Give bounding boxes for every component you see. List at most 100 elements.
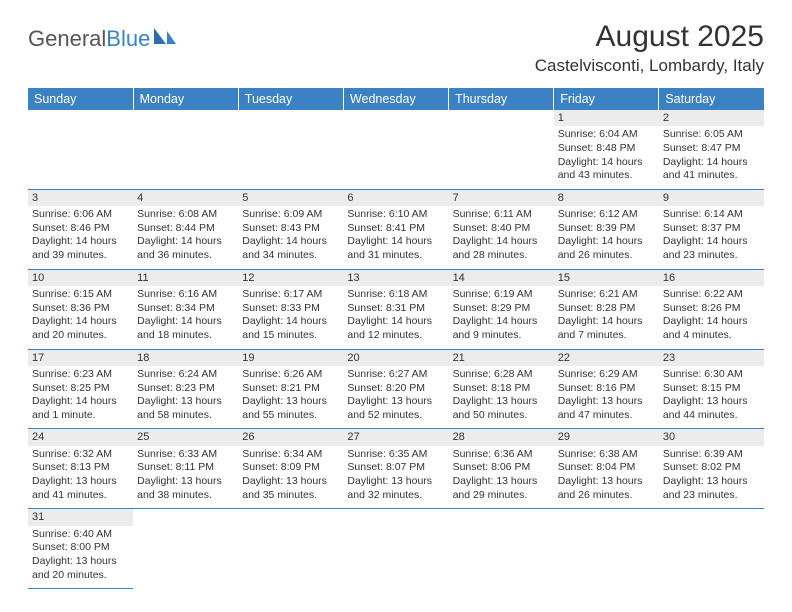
sunrise-text: Sunrise: 6:36 AM bbox=[453, 448, 550, 462]
daylight-text-2: and 18 minutes. bbox=[137, 329, 234, 343]
day-number-cell bbox=[238, 509, 343, 526]
day-detail-cell: Sunrise: 6:05 AMSunset: 8:47 PMDaylight:… bbox=[659, 126, 764, 189]
day-number-cell: 12 bbox=[238, 269, 343, 286]
day-number-cell bbox=[449, 509, 554, 526]
day-detail-cell: Sunrise: 6:35 AMSunset: 8:07 PMDaylight:… bbox=[343, 446, 448, 509]
daylight-text-1: Daylight: 13 hours bbox=[558, 475, 655, 489]
daylight-text-1: Daylight: 14 hours bbox=[32, 315, 129, 329]
day-detail-cell bbox=[343, 526, 448, 589]
day-number-cell: 6 bbox=[343, 189, 448, 206]
sunrise-text: Sunrise: 6:24 AM bbox=[137, 368, 234, 382]
daylight-text-2: and 44 minutes. bbox=[663, 409, 760, 423]
day-number-cell bbox=[449, 110, 554, 126]
sunrise-text: Sunrise: 6:27 AM bbox=[347, 368, 444, 382]
sunrise-text: Sunrise: 6:12 AM bbox=[558, 208, 655, 222]
daynum-row: 24252627282930 bbox=[28, 429, 764, 446]
day-number-cell: 25 bbox=[133, 429, 238, 446]
sunrise-text: Sunrise: 6:32 AM bbox=[32, 448, 129, 462]
sunrise-text: Sunrise: 6:15 AM bbox=[32, 288, 129, 302]
sunset-text: Sunset: 8:11 PM bbox=[137, 461, 234, 475]
day-number-cell: 8 bbox=[554, 189, 659, 206]
daylight-text-2: and 31 minutes. bbox=[347, 249, 444, 263]
day-detail-cell bbox=[133, 126, 238, 189]
month-title: August 2025 bbox=[535, 20, 764, 54]
sunrise-text: Sunrise: 6:16 AM bbox=[137, 288, 234, 302]
day-number-cell: 3 bbox=[28, 189, 133, 206]
sunrise-text: Sunrise: 6:19 AM bbox=[453, 288, 550, 302]
sunrise-text: Sunrise: 6:10 AM bbox=[347, 208, 444, 222]
daylight-text-2: and 41 minutes. bbox=[663, 169, 760, 183]
day-number-cell bbox=[133, 110, 238, 126]
sunset-text: Sunset: 8:06 PM bbox=[453, 461, 550, 475]
daylight-text-1: Daylight: 13 hours bbox=[242, 475, 339, 489]
day-detail-cell bbox=[659, 526, 764, 589]
daylight-text-1: Daylight: 14 hours bbox=[558, 235, 655, 249]
daylight-text-2: and 29 minutes. bbox=[453, 489, 550, 503]
day-detail-cell: Sunrise: 6:04 AMSunset: 8:48 PMDaylight:… bbox=[554, 126, 659, 189]
day-detail-cell: Sunrise: 6:26 AMSunset: 8:21 PMDaylight:… bbox=[238, 366, 343, 429]
daylight-text-1: Daylight: 13 hours bbox=[453, 475, 550, 489]
daylight-text-2: and 38 minutes. bbox=[137, 489, 234, 503]
sunset-text: Sunset: 8:16 PM bbox=[558, 382, 655, 396]
day-detail-cell: Sunrise: 6:15 AMSunset: 8:36 PMDaylight:… bbox=[28, 286, 133, 349]
daylight-text-1: Daylight: 13 hours bbox=[558, 395, 655, 409]
day-detail-cell: Sunrise: 6:30 AMSunset: 8:15 PMDaylight:… bbox=[659, 366, 764, 429]
sunset-text: Sunset: 8:09 PM bbox=[242, 461, 339, 475]
day-detail-cell: Sunrise: 6:38 AMSunset: 8:04 PMDaylight:… bbox=[554, 446, 659, 509]
daylight-text-1: Daylight: 14 hours bbox=[453, 315, 550, 329]
day-number-cell: 9 bbox=[659, 189, 764, 206]
day-number-cell: 31 bbox=[28, 509, 133, 526]
day-detail-cell bbox=[449, 126, 554, 189]
day-number-cell: 23 bbox=[659, 349, 764, 366]
day-detail-cell: Sunrise: 6:17 AMSunset: 8:33 PMDaylight:… bbox=[238, 286, 343, 349]
day-number-cell: 4 bbox=[133, 189, 238, 206]
daylight-text-1: Daylight: 13 hours bbox=[347, 395, 444, 409]
day-detail-cell: Sunrise: 6:19 AMSunset: 8:29 PMDaylight:… bbox=[449, 286, 554, 349]
daylight-text-2: and 26 minutes. bbox=[558, 249, 655, 263]
daylight-text-1: Daylight: 13 hours bbox=[137, 395, 234, 409]
detail-row: Sunrise: 6:15 AMSunset: 8:36 PMDaylight:… bbox=[28, 286, 764, 349]
day-number-cell: 29 bbox=[554, 429, 659, 446]
day-detail-cell: Sunrise: 6:12 AMSunset: 8:39 PMDaylight:… bbox=[554, 206, 659, 269]
day-number-cell: 16 bbox=[659, 269, 764, 286]
day-detail-cell: Sunrise: 6:11 AMSunset: 8:40 PMDaylight:… bbox=[449, 206, 554, 269]
sunrise-text: Sunrise: 6:05 AM bbox=[663, 128, 760, 142]
day-detail-cell: Sunrise: 6:09 AMSunset: 8:43 PMDaylight:… bbox=[238, 206, 343, 269]
daylight-text-2: and 7 minutes. bbox=[558, 329, 655, 343]
sunset-text: Sunset: 8:29 PM bbox=[453, 302, 550, 316]
day-number-cell bbox=[133, 509, 238, 526]
daylight-text-1: Daylight: 14 hours bbox=[558, 156, 655, 170]
day-number-cell bbox=[659, 509, 764, 526]
daylight-text-2: and 20 minutes. bbox=[32, 329, 129, 343]
daylight-text-2: and 52 minutes. bbox=[347, 409, 444, 423]
daylight-text-1: Daylight: 14 hours bbox=[347, 235, 444, 249]
logo-text-general: General bbox=[28, 26, 106, 52]
day-detail-cell: Sunrise: 6:06 AMSunset: 8:46 PMDaylight:… bbox=[28, 206, 133, 269]
daylight-text-1: Daylight: 14 hours bbox=[137, 315, 234, 329]
sunset-text: Sunset: 8:31 PM bbox=[347, 302, 444, 316]
daylight-text-1: Daylight: 14 hours bbox=[32, 235, 129, 249]
daylight-text-2: and 41 minutes. bbox=[32, 489, 129, 503]
daylight-text-2: and 47 minutes. bbox=[558, 409, 655, 423]
day-number-cell: 28 bbox=[449, 429, 554, 446]
day-detail-cell: Sunrise: 6:27 AMSunset: 8:20 PMDaylight:… bbox=[343, 366, 448, 429]
day-detail-cell: Sunrise: 6:28 AMSunset: 8:18 PMDaylight:… bbox=[449, 366, 554, 429]
daylight-text-1: Daylight: 14 hours bbox=[137, 235, 234, 249]
sunset-text: Sunset: 8:41 PM bbox=[347, 222, 444, 236]
day-header-row: Sunday Monday Tuesday Wednesday Thursday… bbox=[28, 88, 764, 110]
daylight-text-1: Daylight: 13 hours bbox=[663, 475, 760, 489]
sunrise-text: Sunrise: 6:28 AM bbox=[453, 368, 550, 382]
day-number-cell: 10 bbox=[28, 269, 133, 286]
daylight-text-1: Daylight: 14 hours bbox=[663, 156, 760, 170]
daynum-row: 31 bbox=[28, 509, 764, 526]
day-detail-cell bbox=[343, 126, 448, 189]
sunrise-text: Sunrise: 6:26 AM bbox=[242, 368, 339, 382]
sunset-text: Sunset: 8:36 PM bbox=[32, 302, 129, 316]
daylight-text-1: Daylight: 13 hours bbox=[137, 475, 234, 489]
day-number-cell: 24 bbox=[28, 429, 133, 446]
daylight-text-2: and 35 minutes. bbox=[242, 489, 339, 503]
daylight-text-2: and 36 minutes. bbox=[137, 249, 234, 263]
daylight-text-2: and 28 minutes. bbox=[453, 249, 550, 263]
calendar-table: Sunday Monday Tuesday Wednesday Thursday… bbox=[28, 88, 764, 589]
sunrise-text: Sunrise: 6:38 AM bbox=[558, 448, 655, 462]
